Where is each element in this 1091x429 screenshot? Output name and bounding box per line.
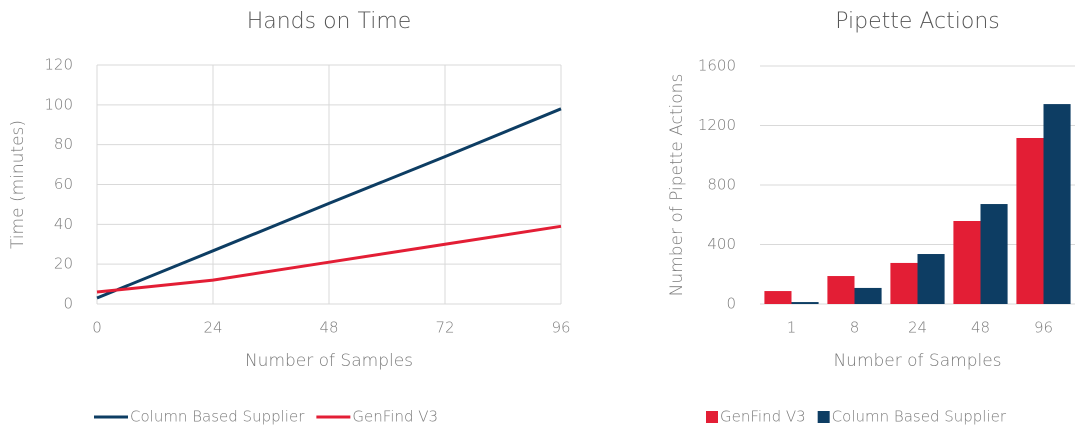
y-tick-label: 800 (707, 176, 736, 194)
legend-swatch (817, 411, 830, 423)
chart-title: Pipette Actions (835, 9, 1000, 34)
legend-label: Column Based Supplier (832, 408, 1007, 426)
bar (1016, 137, 1044, 304)
y-tick-label: 20 (54, 255, 73, 273)
y-tick-label: 100 (44, 95, 73, 113)
x-tick-label: 48 (319, 319, 338, 337)
line-series (96, 107, 562, 300)
y-axis-title: Number of Pipette Actions (667, 74, 687, 297)
x-tick-label: 1 (787, 319, 797, 337)
chart-title: Hands on Time (247, 9, 412, 34)
legend-swatch (706, 411, 718, 423)
legend-label: GenFind V3 (352, 408, 438, 426)
legend-label: Column Based Supplier (130, 408, 305, 426)
y-tick-label: 0 (63, 295, 73, 313)
x-axis-title: Number of Samples (833, 351, 1001, 371)
x-tick-label: 24 (908, 319, 927, 337)
y-tick-label: 80 (54, 135, 73, 153)
y-tick-label: 120 (44, 56, 73, 74)
y-tick-label: 1600 (698, 57, 736, 75)
y-tick-label: 60 (54, 175, 73, 193)
x-tick-label: 48 (971, 319, 990, 337)
bar (980, 204, 1008, 304)
x-tick-label: 24 (203, 319, 222, 337)
bar (764, 291, 792, 304)
y-tick-label: 40 (54, 215, 73, 233)
bar (827, 276, 855, 304)
x-axis-title: Number of Samples (245, 351, 413, 371)
line-series (96, 224, 562, 294)
x-tick-label: 72 (435, 319, 454, 337)
y-tick-label: 400 (707, 235, 736, 253)
bar (890, 262, 918, 304)
bar (854, 287, 882, 304)
bar (1043, 104, 1071, 304)
x-tick-label: 96 (1034, 319, 1053, 337)
y-tick-label: 1200 (698, 116, 736, 134)
bar (791, 302, 819, 304)
x-tick-label: 8 (850, 319, 860, 337)
x-tick-label: 0 (92, 319, 102, 337)
legend-label: GenFind V3 (720, 408, 806, 426)
y-axis-title: Time (minutes) (8, 120, 28, 249)
bar (953, 220, 981, 304)
x-tick-label: 96 (551, 319, 570, 337)
bar (917, 254, 945, 304)
y-tick-label: 0 (726, 295, 736, 313)
